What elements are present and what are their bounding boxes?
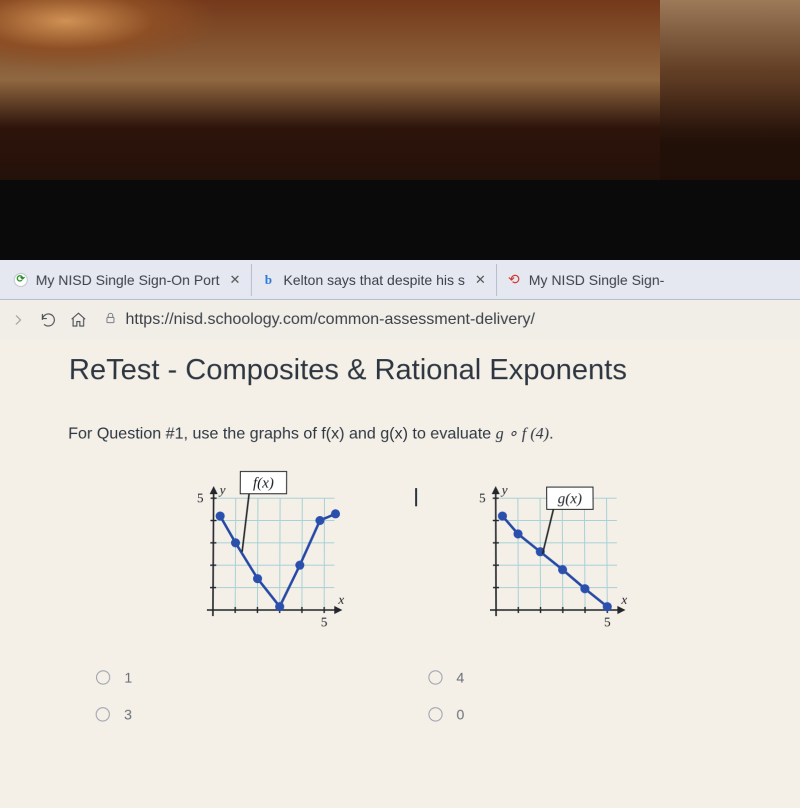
question-text: For Question #1, use the graphs of f(x) … — [68, 423, 762, 443]
svg-text:5: 5 — [604, 614, 611, 629]
question-period: . — [549, 425, 554, 442]
favicon-icon: b — [261, 272, 275, 286]
tab-label: My NISD Single Sign- — [529, 271, 665, 287]
graph-g: 55yxg(x) — [465, 468, 648, 641]
browser-window: ⟳ My NISD Single Sign-On Port ✕ b Kelton… — [0, 260, 800, 808]
graphs-row: 55yxf(x) 55yxg(x) — [66, 468, 764, 641]
answer-option[interactable]: 0 — [428, 706, 735, 722]
cursor-bar — [415, 488, 417, 506]
answer-label: 4 — [456, 669, 464, 685]
svg-text:g(x): g(x) — [558, 491, 582, 507]
reload-button[interactable] — [33, 305, 63, 335]
tab-label: My NISD Single Sign-On Port — [36, 271, 220, 287]
page-title: ReTest - Composites & Rational Exponents — [69, 354, 762, 387]
close-icon[interactable]: ✕ — [229, 271, 240, 287]
svg-text:x: x — [337, 592, 344, 607]
favicon-icon: ⟳ — [14, 272, 28, 286]
background-highlight — [0, 0, 220, 70]
page-content: ReTest - Composites & Rational Exponents… — [0, 340, 800, 764]
close-icon[interactable]: ✕ — [475, 271, 486, 287]
svg-text:5: 5 — [321, 614, 328, 629]
question-prefix: For Question #1, use the graphs of f(x) … — [68, 425, 496, 442]
browser-tab[interactable]: ⟳ My NISD Single Sign-On Port ✕ — [4, 263, 252, 295]
forward-button[interactable] — [3, 305, 33, 335]
radio-icon — [428, 707, 442, 721]
svg-text:5: 5 — [197, 490, 204, 505]
favicon-icon: ⟲ — [507, 272, 521, 286]
svg-text:x: x — [620, 592, 627, 607]
home-button[interactable] — [63, 305, 93, 335]
question-expression: g ∘ f (4) — [496, 425, 549, 442]
radio-icon — [96, 670, 110, 684]
svg-text:f(x): f(x) — [253, 476, 274, 492]
tab-label: Kelton says that despite his s — [283, 271, 464, 287]
svg-text:5: 5 — [479, 490, 486, 505]
laptop-bezel — [0, 180, 800, 260]
address-bar-row: https://nisd.schoology.com/common-assess… — [0, 300, 800, 340]
answer-label: 1 — [124, 669, 132, 685]
radio-icon — [428, 670, 442, 684]
radio-icon — [96, 707, 110, 721]
lock-icon — [103, 309, 117, 330]
answer-list: 1 4 3 0 — [65, 669, 766, 743]
background-shadow — [660, 0, 800, 180]
answer-option[interactable]: 4 — [428, 669, 734, 685]
browser-tab[interactable]: ⟲ My NISD Single Sign- — [497, 263, 675, 295]
svg-text:y: y — [218, 482, 226, 497]
svg-text:y: y — [500, 482, 508, 497]
answer-label: 3 — [124, 706, 132, 722]
answer-option[interactable]: 1 — [96, 669, 402, 685]
graph-f: 55yxf(x) — [182, 468, 364, 641]
answer-label: 0 — [456, 706, 464, 722]
tab-bar: ⟳ My NISD Single Sign-On Port ✕ b Kelton… — [0, 260, 800, 300]
answer-option[interactable]: 3 — [96, 706, 403, 722]
browser-tab[interactable]: b Kelton says that despite his s ✕ — [251, 263, 497, 295]
photo-background: ⟳ My NISD Single Sign-On Port ✕ b Kelton… — [0, 0, 800, 800]
url-text[interactable]: https://nisd.schoology.com/common-assess… — [125, 311, 535, 329]
